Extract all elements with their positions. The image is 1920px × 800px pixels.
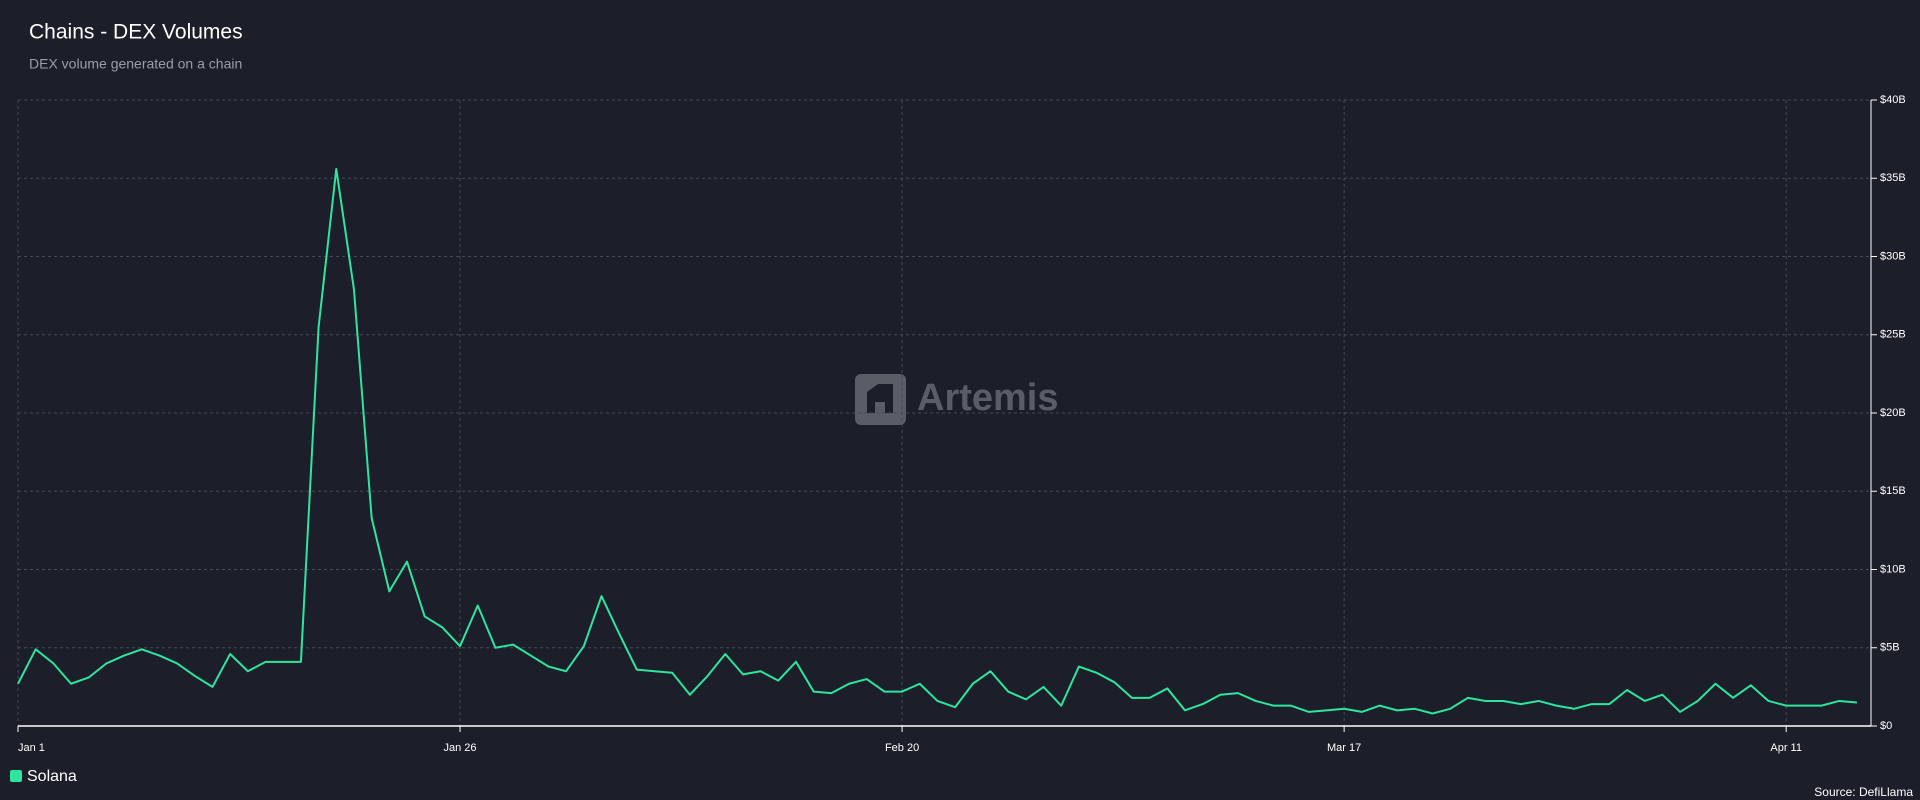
watermark: Artemis: [855, 374, 1059, 425]
source-note: Source: DefiLlama: [1814, 785, 1913, 799]
y-tick-label: $40B: [1880, 94, 1906, 106]
chart-title: Chains - DEX Volumes: [29, 21, 243, 44]
y-tick-label: $15B: [1880, 485, 1906, 497]
legend-swatch: [10, 770, 22, 782]
watermark-text: Artemis: [917, 377, 1059, 419]
x-tick-label: Feb 20: [885, 742, 919, 754]
y-tick-label: $35B: [1880, 172, 1906, 184]
chart-subtitle: DEX volume generated on a chain: [29, 56, 242, 72]
watermark-logo-glyph: [867, 384, 893, 413]
y-tick-label: $5B: [1880, 642, 1900, 654]
y-tick-label: $0: [1880, 720, 1892, 732]
x-tick-label: Jan 1: [18, 742, 45, 754]
y-tick-label: $10B: [1880, 563, 1906, 575]
x-tick-label: Apr 11: [1770, 742, 1802, 754]
y-tick-label: $25B: [1880, 329, 1906, 341]
watermark-logo: [855, 374, 906, 425]
x-tick-label: Mar 17: [1327, 742, 1361, 754]
legend-label: Solana: [27, 768, 77, 785]
x-tick-label: Jan 26: [444, 742, 477, 754]
series-line: [17, 167, 1857, 715]
y-tick-label: $20B: [1880, 407, 1906, 419]
y-tick-label: $30B: [1880, 250, 1906, 262]
